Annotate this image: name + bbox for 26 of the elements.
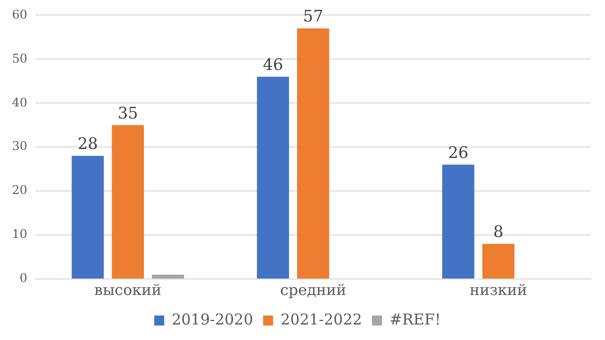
bar xyxy=(112,125,144,278)
bar xyxy=(72,156,104,278)
bar xyxy=(152,274,184,278)
x-tick-label: средний xyxy=(280,280,346,299)
bar xyxy=(482,244,514,278)
data-label: 35 xyxy=(118,103,138,122)
bar xyxy=(442,164,474,278)
legend-label: #REF! xyxy=(390,310,441,328)
y-tick-label: 50 xyxy=(12,51,28,66)
y-tick-label: 40 xyxy=(12,95,28,110)
y-tick-label: 10 xyxy=(12,227,28,242)
y-tick-label: 60 xyxy=(12,7,28,22)
data-label: 28 xyxy=(78,134,98,154)
y-tick-label: 20 xyxy=(12,183,28,198)
bar xyxy=(297,28,330,278)
data-label: 8 xyxy=(493,222,504,241)
y-tick-label: 0 xyxy=(20,271,28,286)
legend-label: 2019-2020 xyxy=(172,310,254,328)
y-tick-label: 30 xyxy=(12,139,28,154)
data-label: 46 xyxy=(262,54,284,74)
x-tick-label: низкий xyxy=(470,280,528,299)
bar xyxy=(256,76,290,278)
data-label: 57 xyxy=(302,6,324,26)
legend-label: 2021-2022 xyxy=(280,310,362,328)
x-tick-label: высокий xyxy=(94,280,162,299)
data-label: 26 xyxy=(448,142,468,162)
